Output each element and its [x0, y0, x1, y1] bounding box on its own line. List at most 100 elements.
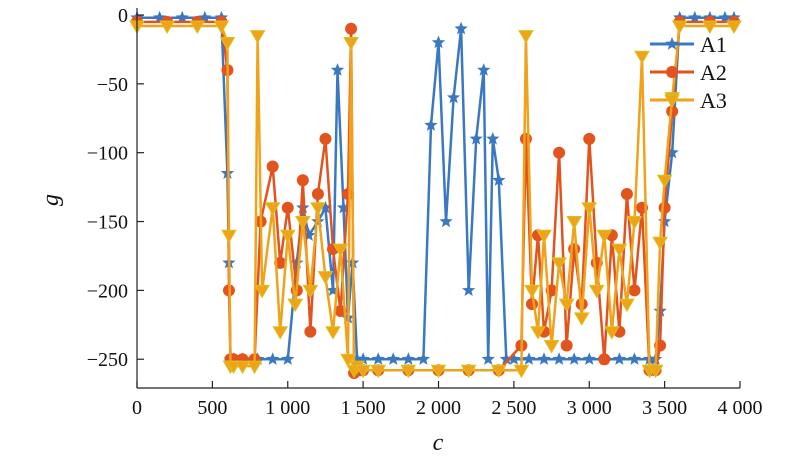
data-point-a3 [701, 20, 718, 35]
legend-item-a1: A1 [650, 32, 727, 57]
data-point-a3 [355, 364, 371, 379]
data-point-a2 [658, 201, 671, 214]
data-point-a2 [583, 132, 596, 145]
y-axis-label: g [38, 194, 64, 206]
data-point-a1 [492, 173, 506, 186]
data-point-a3 [518, 30, 534, 44]
x-tick-label: 1 500 [341, 397, 386, 419]
data-point-a2 [345, 22, 358, 35]
data-point-a2 [296, 174, 309, 187]
data-point-a3 [310, 202, 326, 216]
plot-area [129, 10, 742, 379]
data-point-a3 [249, 30, 266, 44]
data-point-a3 [581, 202, 598, 216]
data-point-a1 [688, 10, 702, 24]
data-point-a1 [522, 352, 536, 365]
data-point-a2 [568, 243, 581, 256]
data-point-a2 [519, 132, 532, 145]
data-point-a1 [469, 131, 483, 145]
data-point-a1 [486, 131, 500, 145]
data-point-a1 [302, 228, 316, 241]
data-point-a1 [290, 255, 304, 269]
legend-marker [666, 66, 678, 78]
x-tick-label: 2 000 [416, 397, 461, 419]
data-point-a1 [386, 352, 400, 365]
y-tick-label: 0 [118, 5, 128, 27]
data-point-a3 [530, 326, 546, 340]
data-point-a3 [340, 353, 356, 368]
data-point-a1 [175, 10, 189, 24]
legend-marker [665, 37, 679, 50]
data-point-a2 [311, 188, 324, 200]
data-point-a3 [221, 229, 237, 244]
data-point-a1 [371, 352, 385, 365]
data-point-a2 [342, 188, 355, 200]
x-axis: 0 500 1 000 1 500 2 000 2 500 3 000 3 500 4 000 [132, 381, 763, 419]
data-point-a1 [499, 352, 513, 365]
data-point-a1 [336, 200, 351, 214]
data-point-a3 [647, 364, 664, 379]
data-point-a3 [626, 216, 643, 230]
x-tick-label: 0 [132, 397, 142, 419]
legend-item-a3: A3 [650, 88, 727, 113]
y-tick-label: −200 [87, 280, 128, 302]
data-point-a3 [159, 20, 176, 35]
series-a3 [129, 20, 742, 379]
data-point-a2 [266, 160, 279, 173]
legend-label: A1 [700, 32, 727, 57]
x-axis-label: c [433, 430, 444, 456]
data-point-a1 [326, 283, 340, 296]
data-point-a1 [296, 200, 310, 214]
data-point-a3 [272, 326, 289, 340]
data-point-a2 [304, 325, 317, 338]
data-point-a3 [213, 20, 230, 35]
data-point-a1 [481, 352, 495, 365]
legend-marker [664, 94, 680, 108]
x-tick-label: 4 000 [718, 397, 763, 419]
legend: A1 A2 A3 [650, 32, 727, 113]
data-point-a3 [294, 216, 311, 230]
data-point-a3 [513, 364, 530, 379]
data-point-a3 [573, 312, 590, 326]
data-point-a1 [350, 352, 364, 365]
data-point-a3 [254, 284, 270, 299]
data-point-a1 [330, 63, 345, 76]
data-point-a3 [652, 236, 668, 251]
data-point-a3 [219, 37, 236, 51]
legend-label: A3 [700, 88, 727, 113]
data-point-a3 [551, 257, 567, 271]
data-point-a1 [612, 352, 627, 365]
data-point-a1 [198, 10, 212, 24]
data-point-a2 [560, 339, 573, 352]
data-point-a3 [370, 364, 387, 379]
data-point-a3 [588, 284, 605, 299]
data-point-a2 [620, 188, 633, 200]
data-point-a1 [454, 21, 468, 35]
data-point-a3 [332, 243, 349, 258]
legend-item-a2: A2 [650, 60, 727, 85]
data-point-a2 [281, 201, 294, 214]
data-point-a1 [318, 200, 333, 214]
data-point-a1 [401, 352, 415, 365]
data-point-a3 [189, 20, 206, 35]
data-point-a3 [234, 360, 251, 375]
data-point-a1 [424, 118, 438, 131]
data-point-a1 [567, 352, 581, 365]
x-tick-label: 2 500 [491, 397, 536, 419]
y-tick-label: −100 [87, 143, 128, 165]
y-tick-label: −150 [87, 212, 128, 234]
data-point-a1 [439, 214, 453, 228]
data-point-a3 [726, 20, 742, 35]
data-point-a2 [598, 353, 611, 366]
data-point-a1 [582, 352, 596, 365]
data-point-a1 [552, 352, 566, 365]
data-point-a3 [317, 271, 334, 285]
data-point-a3 [656, 174, 673, 189]
data-point-a3 [343, 37, 359, 51]
x-tick-label: 500 [197, 397, 227, 419]
data-point-a1 [266, 352, 280, 365]
data-point-a1 [718, 10, 732, 24]
data-point-a1 [281, 352, 295, 365]
data-point-a3 [566, 216, 583, 230]
